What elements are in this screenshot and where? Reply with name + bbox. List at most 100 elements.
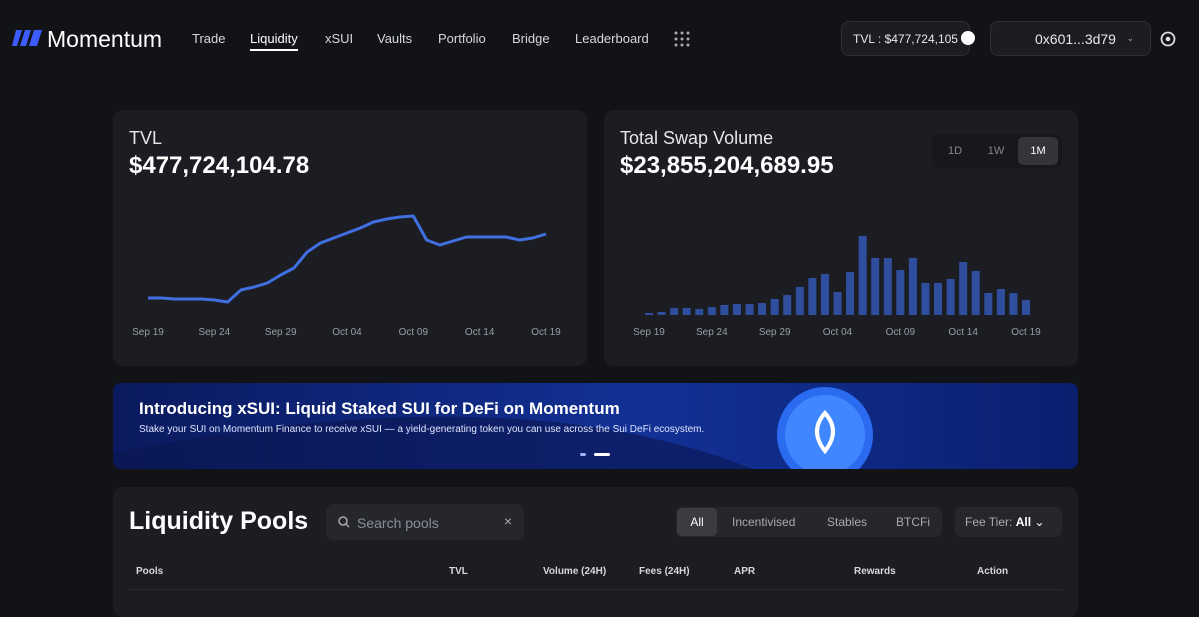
x-tick-label: Oct 14 <box>465 327 495 338</box>
chart-title: TVL <box>129 128 163 148</box>
x-tick-label: Sep 19 <box>132 327 164 338</box>
x-tick-label: Oct 09 <box>399 327 429 338</box>
caret: ⌄ <box>1126 33 1134 43</box>
carousel-dot[interactable] <box>594 453 610 456</box>
bar <box>732 304 741 315</box>
x-tick-label: Oct 04 <box>823 327 853 338</box>
chart-value: $477,724,104.78 <box>129 152 310 179</box>
bar <box>657 312 666 315</box>
filter-tab[interactable]: BTCFi <box>896 515 930 529</box>
column-header[interactable]: Fees (24H) <box>639 566 690 577</box>
bar <box>896 270 905 315</box>
apps-icon[interactable] <box>674 31 690 47</box>
bar <box>745 304 754 315</box>
bar <box>645 313 653 315</box>
bar <box>783 295 792 315</box>
bar <box>833 292 842 315</box>
wallet-icon <box>961 31 975 45</box>
range-button[interactable]: 1W <box>987 145 1005 157</box>
x-tick-label: Oct 04 <box>332 327 362 338</box>
bar <box>971 271 980 315</box>
column-header: Action <box>977 566 1009 577</box>
nav-link[interactable]: Vaults <box>377 31 413 46</box>
bar <box>946 279 955 315</box>
settings-icon[interactable] <box>1160 31 1176 47</box>
logo-mark <box>12 30 42 46</box>
bar <box>820 274 829 315</box>
bar <box>758 303 767 315</box>
tvl-pill: TVL : $477,724,105 <box>841 21 970 56</box>
search-box[interactable]: Search pools × <box>326 504 524 540</box>
banner-text: Stake your SUI on Momentum Finance to re… <box>139 424 705 435</box>
filter-tabs: All Incentivised Stables BTCFi <box>676 507 942 537</box>
range-button[interactable]: 1D <box>947 145 963 157</box>
pools-card: Liquidity Pools Search pools × All Incen… <box>113 487 1078 617</box>
bar <box>720 305 729 315</box>
x-tick-label: Sep 19 <box>633 327 665 338</box>
column-header[interactable]: Volume (24H) <box>543 566 607 577</box>
bar <box>695 309 704 315</box>
nav-link[interactable]: Liquidity <box>250 31 298 51</box>
filter-tab[interactable]: Incentivised <box>732 515 796 529</box>
fee-tier-select[interactable]: Fee Tier: All ⌄ <box>955 507 1062 537</box>
chart-title: Total Swap Volume <box>620 128 774 148</box>
carousel-dot[interactable] <box>580 453 586 456</box>
x-tick-label: Sep 29 <box>265 327 297 338</box>
x-tick-label: Sep 24 <box>696 327 728 338</box>
bar <box>996 289 1005 315</box>
x-tick-label: Oct 19 <box>531 327 561 338</box>
bar <box>707 307 716 315</box>
nav-link[interactable]: Bridge <box>512 31 550 46</box>
filter-tab[interactable]: Stables <box>827 515 868 529</box>
bar <box>921 283 930 315</box>
x-tick-label: Sep 29 <box>759 327 791 338</box>
fee-value: All <box>1015 515 1032 529</box>
caret: ⌄ <box>1034 515 1045 529</box>
nav-link[interactable]: Portfolio <box>438 31 486 46</box>
brand: Momentum <box>47 26 163 52</box>
wallet-address: 0x601...3d79 <box>1035 30 1116 47</box>
banner-title: Introducing xSUI: Liquid Staked SUI for … <box>139 399 620 418</box>
bar <box>1022 300 1030 315</box>
range-button[interactable]: 1M <box>1018 137 1058 165</box>
bar <box>908 258 917 315</box>
wallet-button[interactable]: 0x601...3d79 ⌄ <box>961 21 1151 56</box>
search-icon <box>338 516 350 528</box>
bar <box>858 236 867 315</box>
bar <box>871 258 880 315</box>
x-tick-label: Oct 09 <box>886 327 916 338</box>
bar <box>670 308 679 315</box>
bar <box>795 287 804 315</box>
chart: Sep 19 Sep 24 Sep 29 Oct 04 Oct 09 Oct 14 Oct … <box>132 214 561 338</box>
column-header[interactable]: Pools <box>136 566 164 577</box>
x-tick-label: Oct 19 <box>1011 327 1041 338</box>
section-title: Liquidity Pools <box>129 507 309 535</box>
divider <box>129 589 1062 590</box>
bar <box>808 278 817 315</box>
search-placeholder: Search pools <box>357 515 439 531</box>
nav-link[interactable]: xSUI <box>325 31 354 46</box>
bar <box>984 293 993 315</box>
column-header: Rewards <box>854 566 896 577</box>
bar <box>959 262 968 315</box>
chart: Sep 19 Sep 24 Sep 29 Oct 04 Oct 09 Oct 14 Oct … <box>633 236 1041 338</box>
fee-label: Fee Tier: <box>965 515 1013 529</box>
tvl-card: TVL $477,724,104.78 Sep 19 Sep 24 Sep 29 Oc… <box>113 110 587 366</box>
banner[interactable]: Introducing xSUI: Liquid Staked SUI for … <box>113 383 1078 469</box>
range-toggle: 1D 1W 1M <box>932 134 1062 168</box>
filter-tab[interactable]: All <box>677 508 717 536</box>
nav-link[interactable]: Trade <box>192 31 226 46</box>
line <box>148 214 547 304</box>
clear-icon[interactable]: × <box>503 513 512 529</box>
bar <box>934 283 943 315</box>
column-header[interactable]: APR <box>734 566 756 577</box>
bar <box>846 272 855 315</box>
volume-card: Total Swap Volume $23,855,204,689.95 1D … <box>604 110 1078 366</box>
nav-link[interactable]: Leaderboard <box>575 31 649 46</box>
x-tick-label: Sep 24 <box>198 327 230 338</box>
column-header[interactable]: TVL <box>449 566 468 577</box>
banner-art <box>113 387 873 469</box>
x-tick-label: Oct 14 <box>948 327 978 338</box>
chart-value: $23,855,204,689.95 <box>620 152 834 179</box>
